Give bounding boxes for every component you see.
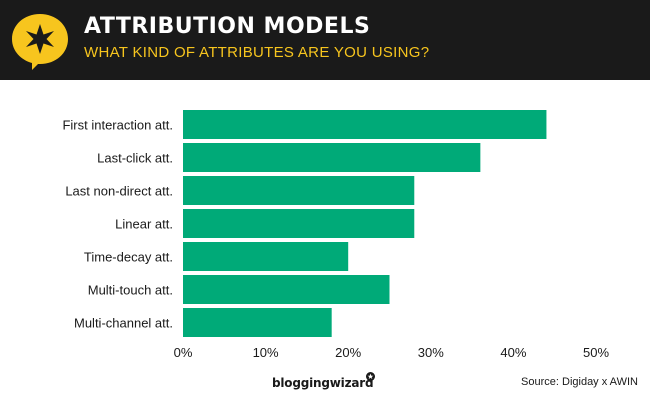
x-tick-label-4: 30% — [418, 345, 444, 360]
bar-4 — [183, 209, 415, 238]
page-title: ATTRIBUTION MODELS — [84, 14, 371, 39]
source-note: Source: Digiday x AWIN — [521, 376, 638, 388]
category-label-6: Multi-touch att. — [88, 283, 173, 298]
category-label-2: Last-click att. — [97, 151, 173, 166]
bar-7 — [183, 308, 332, 337]
x-tick-label-6: 50% — [583, 345, 609, 360]
category-label-5: Time-decay att. — [84, 250, 173, 265]
header-banner: ATTRIBUTION MODELS WHAT KIND OF ATTRIBUT… — [0, 0, 650, 80]
bar-chart-svg: First interaction att. Last-click att. Las… — [62, 110, 609, 360]
wand-star-icon — [366, 372, 375, 381]
bar-1 — [183, 110, 547, 139]
category-label-3: Last non-direct att. — [65, 184, 173, 199]
bar-6 — [183, 275, 390, 304]
bar-2 — [183, 143, 481, 172]
brand-logo: bloggingwizard — [272, 372, 375, 394]
x-tick-label-3: 20% — [335, 345, 361, 360]
page-subtitle: WHAT KIND OF ATTRIBUTES ARE YOU USING? — [84, 44, 430, 61]
bar-3 — [183, 176, 415, 205]
category-label-7: Multi-channel att. — [74, 316, 173, 331]
x-tick-label-5: 40% — [500, 345, 526, 360]
brand-name: bloggingwizard — [272, 376, 374, 390]
category-label-4: Linear att. — [115, 217, 173, 232]
bar-5 — [183, 242, 349, 271]
bar-chart: First interaction att. Last-click att. Las… — [0, 80, 650, 370]
x-tick-label-2: 10% — [253, 345, 279, 360]
x-tick-label-1: 0% — [174, 345, 193, 360]
star-speech-bubble-icon — [12, 14, 68, 70]
category-label-1: First interaction att. — [62, 118, 173, 133]
